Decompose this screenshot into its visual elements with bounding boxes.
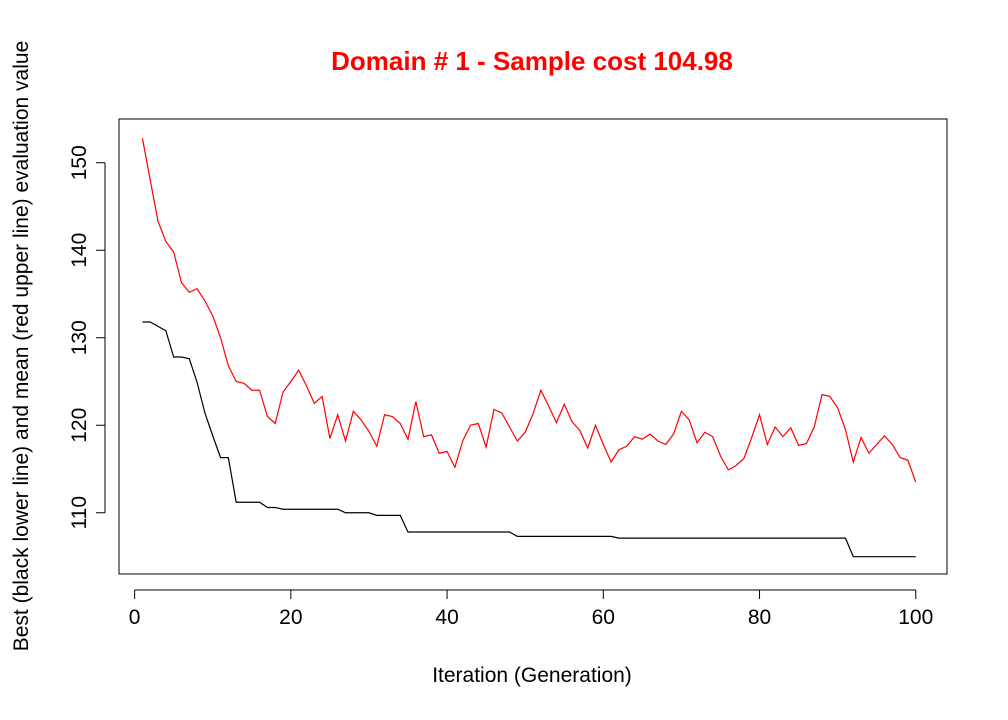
x-tick-label: 80 [748, 606, 771, 629]
y-tick-label: 120 [68, 408, 91, 443]
y-tick-label: 130 [68, 320, 91, 355]
series-group [141, 138, 917, 558]
x-axis-label: Iteration (Generation) [432, 664, 632, 687]
x-tick-label: 100 [898, 606, 933, 629]
x-tick-label: 60 [592, 606, 615, 629]
y-tick-label: 140 [68, 233, 91, 268]
plot-frame [118, 118, 948, 575]
y-tick-label: 150 [68, 145, 91, 180]
best-series-line [142, 321, 916, 558]
x-tick-label: 0 [129, 606, 141, 629]
y-axis-label: Best (black lower line) and mean (red up… [10, 41, 33, 652]
x-axis: 0 20 40 60 80 100 [129, 589, 933, 629]
x-tick-label: 40 [435, 606, 458, 629]
mean-series-line [141, 138, 917, 483]
y-axis: 110 120 130 140 150 [68, 145, 106, 529]
y-tick-label: 110 [68, 496, 91, 529]
x-tick-label: 20 [279, 606, 302, 629]
chart-title: Domain # 1 - Sample cost 104.98 [331, 46, 733, 76]
